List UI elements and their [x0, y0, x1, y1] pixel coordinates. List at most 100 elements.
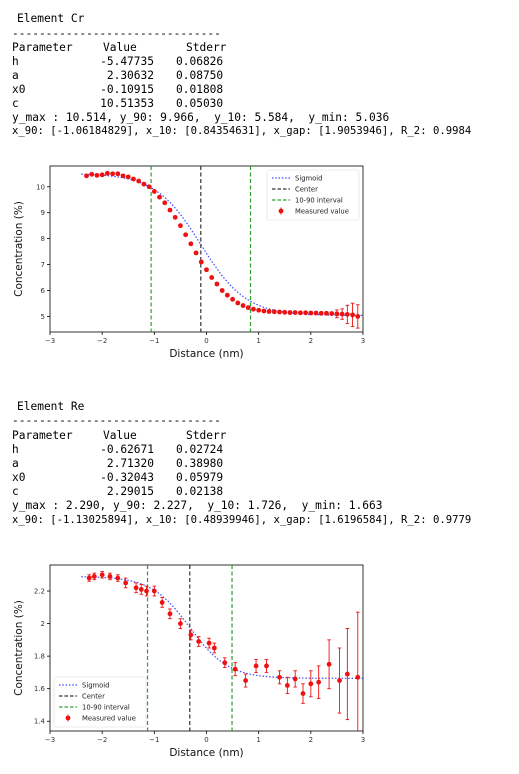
measured-point [344, 671, 350, 677]
measured-point [264, 663, 269, 669]
x-tick-label: −2 [97, 337, 107, 345]
measured-point [151, 189, 157, 194]
measured-point [277, 309, 282, 315]
separator: ------------------------------- [12, 27, 221, 40]
measured-point [206, 640, 212, 646]
param-value: 10.51353 [100, 97, 154, 110]
y-tick-label: 2.2 [34, 588, 45, 596]
legend-label: 10-90 interval [82, 704, 130, 712]
measured-point [313, 310, 319, 316]
chart-re: −3 −2 −1 0 1 2 3 1.4 1.6 1.8 2 2.2 Distance (nm) Conc… [13, 564, 365, 759]
legend-label: Center [82, 693, 105, 701]
measured-point [178, 223, 183, 229]
header-value: Value [103, 41, 137, 54]
measured-point [324, 310, 329, 316]
legend-label: Measured value [295, 208, 349, 216]
y-tick-label: 8 [41, 235, 45, 243]
legend-box [53, 676, 147, 728]
measured-point [188, 241, 194, 247]
summary-x: x_90: [-1.13025894], x_10: [0.48939946],… [12, 514, 472, 526]
legend-marker [278, 208, 284, 214]
y-tick-label: 6 [41, 287, 46, 295]
param-name: a [12, 69, 19, 82]
measured-point [337, 678, 342, 683]
measured-point [344, 311, 350, 317]
measured-point [329, 311, 335, 316]
measured-point [125, 174, 131, 180]
legend-box [266, 169, 360, 221]
x-axis-label: Distance (nm) [169, 348, 243, 360]
measured-point [136, 178, 142, 184]
measured-point [209, 275, 215, 280]
x-tick-label: −3 [45, 736, 55, 744]
x-tick-label: −1 [149, 736, 159, 744]
param-stderr: 0.05030 [176, 97, 224, 110]
measured-point [334, 311, 340, 317]
measured-point [214, 281, 220, 287]
legend-label: Center [295, 186, 318, 194]
measured-point [298, 310, 303, 316]
measured-point [115, 171, 121, 177]
section-1-text: Element Cr -----------------------------… [0, 0, 519, 150]
measured-point [277, 674, 282, 680]
measured-point [131, 176, 136, 182]
measured-point [89, 171, 95, 177]
measured-point [188, 632, 194, 638]
measured-point [104, 170, 110, 176]
measured-point [196, 639, 202, 644]
measured-point [211, 645, 217, 651]
element-title: Element Re [17, 400, 85, 413]
header-stderr: Stderr [186, 429, 227, 442]
measured-point [224, 292, 230, 298]
measured-point [120, 173, 126, 179]
measured-point [99, 172, 105, 178]
x-tick-label: 2 [309, 337, 313, 345]
measured-series [84, 170, 361, 329]
measured-point [141, 181, 147, 187]
param-stderr: 0.02724 [176, 443, 224, 456]
measured-point [159, 600, 165, 605]
measured-point [107, 573, 113, 579]
y-tick-label: 1.6 [34, 685, 46, 693]
param-name: x0 [12, 471, 26, 484]
measured-point [350, 312, 355, 318]
param-name: h [12, 55, 19, 68]
measured-point [146, 184, 152, 190]
measured-point [123, 580, 129, 586]
y-tick-label: 7 [41, 261, 45, 269]
param-value: 2.30632 [106, 69, 154, 82]
sigmoid-curve [81, 576, 363, 679]
measured-point [284, 683, 290, 688]
section-2-text: Element Re -----------------------------… [0, 395, 519, 545]
measured-point [251, 306, 256, 312]
y-tick-label: 9 [41, 209, 45, 217]
measured-point [253, 663, 259, 669]
y-tick-label: 1.8 [34, 653, 45, 661]
measured-point [198, 259, 204, 265]
measured-point [230, 296, 235, 302]
x-tick-label: 0 [204, 736, 208, 744]
param-name: x0 [12, 83, 26, 96]
measured-point [178, 621, 183, 626]
y-axis: 5 6 7 8 9 10 [36, 183, 50, 321]
legend-label: Sigmoid [295, 175, 323, 183]
measured-point [151, 588, 157, 594]
y-axis: 1.4 1.6 1.8 2 2.2 [34, 588, 50, 726]
measured-point [183, 232, 189, 238]
measured-point [245, 305, 251, 311]
measured-point [282, 309, 288, 315]
measured-point [204, 267, 209, 273]
x-tick-label: 1 [256, 736, 260, 744]
x-tick-label: 2 [309, 736, 313, 744]
measured-point [157, 194, 162, 200]
param-stderr: 0.05979 [176, 471, 224, 484]
x-tick-label: −1 [149, 337, 159, 345]
measured-point [138, 587, 144, 592]
element-title: Element Cr [17, 12, 85, 25]
param-stderr: 0.38980 [176, 457, 224, 470]
measured-point [271, 309, 277, 315]
measured-point [308, 681, 314, 687]
measured-point [318, 310, 324, 316]
measured-point [355, 674, 361, 680]
summary-y: y_max : 10.514, y_90: 9.966, y_10: 5.584… [12, 111, 390, 124]
